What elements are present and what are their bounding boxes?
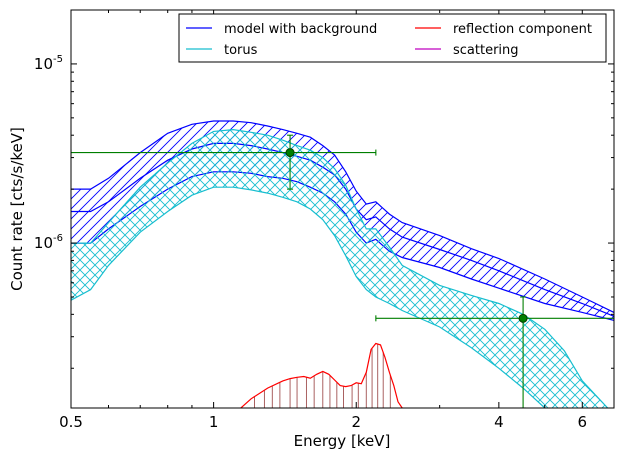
x-tick-label: 6 (578, 413, 588, 431)
legend-box (178, 13, 607, 63)
reflection-line (239, 342, 403, 408)
y-tick-label: 10-6 (34, 233, 63, 252)
axes-frame (70, 9, 615, 409)
y-ticks: 10-6 10-5 (34, 54, 614, 369)
plot-area (71, 120, 614, 408)
data-point (71, 134, 377, 190)
data-point-marker (285, 148, 295, 158)
x-ticks: 0.5 1 2 4 6 (59, 10, 615, 431)
x-tick-label: 1 (209, 413, 219, 431)
legend-label-model: model with background (224, 22, 377, 37)
torus-band (71, 128, 609, 408)
torus-band-fill (71, 129, 608, 408)
legend-label-torus: torus (224, 43, 258, 58)
y-tick-label: 10-5 (34, 54, 63, 73)
legend-entry-torus: torus (186, 43, 258, 58)
data-point (375, 296, 614, 408)
x-tick-label: 4 (494, 413, 504, 431)
legend-label-reflection: reflection component (453, 22, 592, 37)
torus-upper-line (71, 128, 609, 408)
x-tick-label: 2 (351, 413, 361, 431)
legend-entry-reflection: reflection component (415, 22, 592, 37)
x-tick-label: 0.5 (59, 413, 83, 431)
legend: model with background torus reflection c… (178, 13, 607, 63)
legend-entry-model: model with background (186, 22, 377, 37)
torus-lower-line (71, 186, 546, 408)
data-points (71, 134, 614, 408)
reflection-curve (239, 342, 403, 408)
reflection-hatch (254, 344, 391, 408)
legend-entry-scattering: scattering (415, 43, 519, 58)
data-point-marker (518, 313, 528, 323)
model-upper-line (71, 120, 614, 313)
x-axis-label: Energy [keV] (294, 432, 391, 450)
y-axis-label: Count rate [cts/s/keV] (8, 127, 26, 291)
legend-label-scattering: scattering (453, 43, 519, 58)
